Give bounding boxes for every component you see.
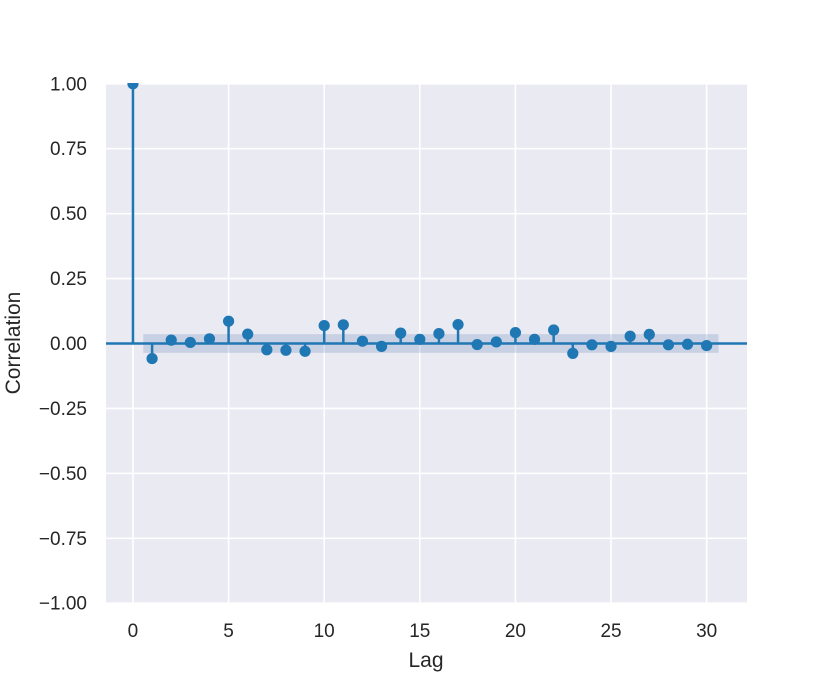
x-tick-label: 10 bbox=[314, 621, 335, 642]
stem-point bbox=[509, 326, 522, 339]
stem-point bbox=[299, 345, 311, 357]
stem-point bbox=[414, 333, 426, 345]
stem-point bbox=[203, 333, 216, 345]
stem-point bbox=[127, 83, 139, 90]
stem-point bbox=[528, 333, 541, 345]
stem-point bbox=[586, 339, 598, 351]
y-tick-label: −0.75 bbox=[39, 529, 87, 550]
stem-point bbox=[662, 339, 675, 351]
stem-point bbox=[165, 334, 177, 346]
stem-point bbox=[356, 335, 369, 347]
y-axis-label: Correlation bbox=[2, 292, 25, 395]
y-tick-label: −1.00 bbox=[39, 594, 87, 615]
stem-point bbox=[184, 336, 196, 349]
tick-labels: 1.00 0.75 0.50 0.25 0.00 −0.25 −0.50 −0.75 −1.00… bbox=[39, 74, 717, 642]
stem-point bbox=[490, 336, 502, 348]
y-tick-label: 0.00 bbox=[50, 334, 87, 355]
y-tick-label: −0.50 bbox=[39, 464, 87, 485]
stem-point bbox=[605, 340, 617, 352]
x-tick-label: 5 bbox=[223, 621, 234, 642]
stem-point bbox=[242, 328, 254, 340]
stem-point bbox=[452, 318, 464, 331]
stem-point bbox=[318, 319, 330, 332]
stem-point bbox=[222, 315, 235, 327]
stem-point bbox=[375, 340, 388, 352]
stem-point bbox=[681, 338, 694, 350]
stem-point bbox=[395, 327, 407, 339]
stem-point bbox=[261, 344, 273, 356]
x-axis-label: Lag bbox=[408, 649, 443, 672]
stem-point bbox=[337, 319, 349, 331]
x-tick-label: 20 bbox=[505, 621, 526, 642]
stem-point bbox=[146, 352, 158, 365]
x-tick-label: 0 bbox=[128, 621, 139, 642]
stem-point bbox=[280, 344, 292, 356]
y-tick-label: 0.50 bbox=[50, 204, 87, 225]
acf-stems bbox=[127, 83, 713, 365]
stem-point bbox=[643, 328, 655, 341]
stem-point bbox=[624, 330, 636, 342]
y-tick-label: 0.25 bbox=[50, 269, 87, 290]
y-tick-label: 1.00 bbox=[50, 74, 87, 95]
stem-point bbox=[433, 328, 445, 340]
plot-area bbox=[106, 82, 747, 605]
stem-point bbox=[701, 339, 713, 352]
y-tick-label: −0.25 bbox=[39, 399, 87, 420]
x-tick-label: 30 bbox=[696, 621, 717, 642]
x-tick-label: 15 bbox=[409, 621, 430, 642]
stem-point bbox=[567, 347, 579, 359]
stem-point bbox=[471, 338, 483, 351]
x-tick-label: 25 bbox=[600, 621, 621, 642]
stem-point bbox=[548, 324, 560, 336]
y-tick-label: 0.75 bbox=[50, 139, 87, 160]
